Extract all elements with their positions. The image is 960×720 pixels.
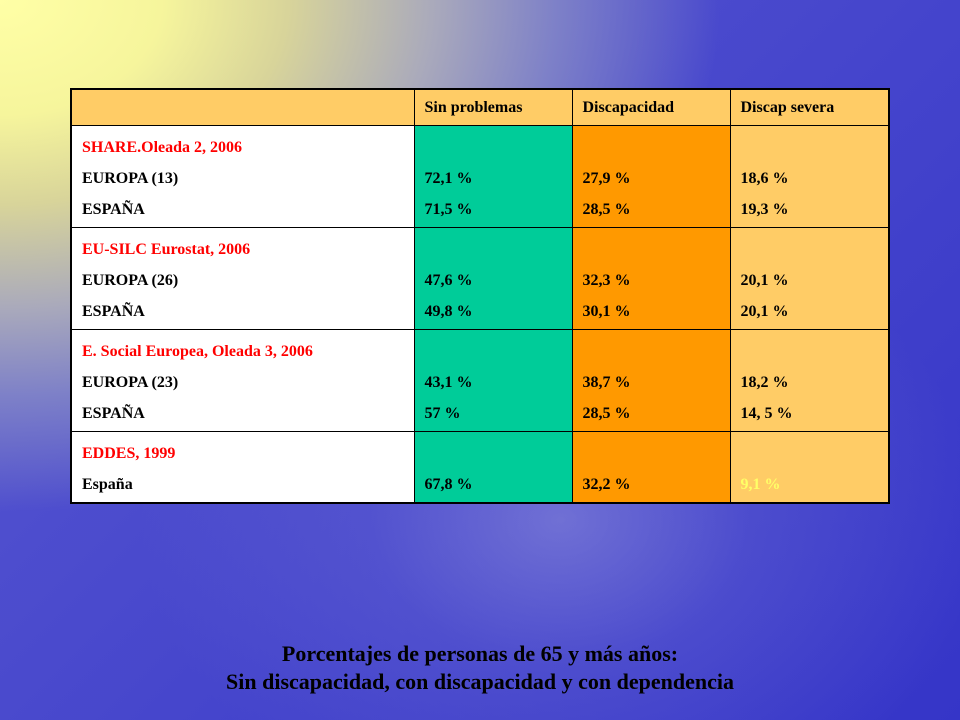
caption-line-2: Sin discapacidad, con discapacidad y con… (226, 669, 734, 694)
discap-severa-cell: 18,2 % 14, 5 % (729, 329, 890, 432)
region-label: ESPAÑA (82, 201, 145, 218)
value: 43,1 % (424, 374, 473, 391)
region-label: EUROPA (26) (82, 272, 179, 289)
source-title: E. Social Europea, Oleada 3, 2006 (82, 343, 313, 360)
disability-table: Sin problemas Discapacidad Discap severa… (70, 88, 890, 504)
source-cell: EU-SILC Eurostat, 2006 EUROPA (26) ESPAÑ… (70, 227, 415, 330)
header-discapacidad: Discapacidad (571, 88, 731, 126)
value: 18,6 % (740, 170, 789, 187)
source-title: SHARE.Oleada 2, 2006 (82, 139, 243, 156)
value: 72,1 % (424, 170, 473, 187)
region-label: ESPAÑA (82, 405, 145, 422)
value: 32,2 % (582, 476, 631, 493)
region-label: EUROPA (23) (82, 374, 179, 391)
discap-severa-cell: 9,1 % (729, 431, 890, 504)
value: 27,9 % (582, 170, 631, 187)
table-row-ess: E. Social Europea, Oleada 3, 2006 EUROPA… (70, 329, 890, 432)
value: 28,5 % (582, 405, 631, 422)
discap-severa-cell: 20,1 % 20,1 % (729, 227, 890, 330)
sin-problemas-cell: 67,8 % (413, 431, 573, 504)
value: 47,6 % (424, 272, 473, 289)
value: 14, 5 % (740, 405, 793, 422)
value: 20,1 % (740, 303, 789, 320)
value: 19,3 % (740, 201, 789, 218)
header-sin-problemas: Sin problemas (413, 88, 573, 126)
source-cell: E. Social Europea, Oleada 3, 2006 EUROPA… (70, 329, 415, 432)
value: 20,1 % (740, 272, 789, 289)
value: 28,5 % (582, 201, 631, 218)
value: 18,2 % (740, 374, 789, 391)
sin-problemas-cell: 47,6 % 49,8 % (413, 227, 573, 330)
discapacidad-cell: 32,2 % (571, 431, 731, 504)
discapacidad-cell: 27,9 % 28,5 % (571, 125, 731, 228)
value: 57 % (424, 405, 461, 422)
value: 49,8 % (424, 303, 473, 320)
region-label: España (82, 476, 133, 493)
header-discap-severa: Discap severa (729, 88, 890, 126)
source-cell: EDDES, 1999 España (70, 431, 415, 504)
source-title: EDDES, 1999 (82, 445, 176, 462)
table-row-share: SHARE.Oleada 2, 2006 EUROPA (13) ESPAÑA … (70, 125, 890, 228)
value: 71,5 % (424, 201, 473, 218)
table-row-eddes: EDDES, 1999 España 67,8 % 32,2 % 9,1 % (70, 431, 890, 504)
value: 9,1 % (740, 476, 781, 493)
value: 32,3 % (582, 272, 631, 289)
discapacidad-cell: 38,7 % 28,5 % (571, 329, 731, 432)
caption-line-1: Porcentajes de personas de 65 y más años… (281, 641, 679, 666)
sin-problemas-cell: 72,1 % 71,5 % (413, 125, 573, 228)
discapacidad-cell: 32,3 % 30,1 % (571, 227, 731, 330)
value: 67,8 % (424, 476, 473, 493)
discap-severa-cell: 18,6 % 19,3 % (729, 125, 890, 228)
source-title: EU-SILC Eurostat, 2006 (82, 241, 251, 258)
region-label: EUROPA (13) (82, 170, 179, 187)
value: 38,7 % (582, 374, 631, 391)
header-row: Sin problemas Discapacidad Discap severa (70, 88, 890, 126)
value: 30,1 % (582, 303, 631, 320)
table-row-eu-silc: EU-SILC Eurostat, 2006 EUROPA (26) ESPAÑ… (70, 227, 890, 330)
sin-problemas-cell: 43,1 % 57 % (413, 329, 573, 432)
header-corner (70, 88, 415, 126)
source-cell: SHARE.Oleada 2, 2006 EUROPA (13) ESPAÑA (70, 125, 415, 228)
region-label: ESPAÑA (82, 303, 145, 320)
slide-caption: Porcentajes de personas de 65 y más años… (0, 640, 960, 696)
